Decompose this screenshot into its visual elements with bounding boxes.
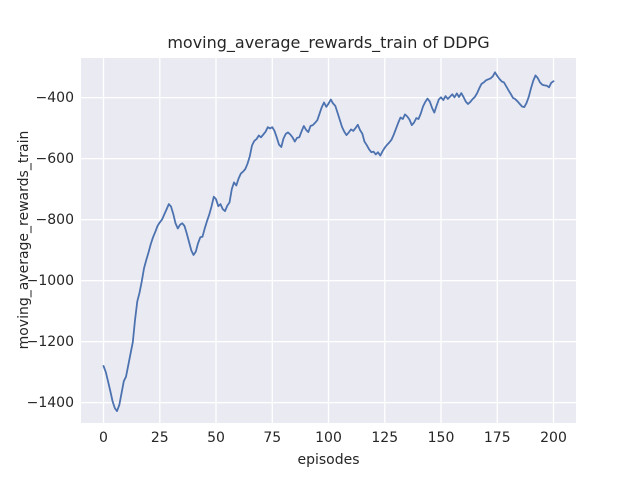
y-tick-label: −1400 (26, 394, 74, 411)
y-tick-label: −1000 (26, 272, 74, 289)
x-tick-label: 200 (540, 430, 567, 446)
x-tick-label: 175 (483, 430, 511, 446)
y-tick-label: −600 (35, 150, 74, 167)
chart-line-svg (81, 58, 576, 423)
chart-title: moving_average_rewards_train of DDPG (167, 33, 490, 52)
x-tick-label: 100 (315, 430, 342, 446)
y-tick-label: −800 (35, 211, 74, 228)
y-axis-label: moving_average_rewards_train (16, 130, 32, 350)
x-tick-label: 25 (150, 430, 169, 446)
y-tick-label: −400 (35, 89, 74, 106)
x-tick-label: 0 (99, 430, 108, 446)
reward-line-series (102, 71, 555, 413)
x-tick-label: 50 (207, 430, 225, 446)
x-axis-label: episodes (297, 452, 360, 468)
y-tick-label: −1200 (26, 333, 74, 350)
x-tick-label: 150 (427, 430, 455, 446)
plot-area (81, 58, 576, 423)
x-tick-label: 75 (263, 430, 282, 446)
x-tick-label: 125 (371, 430, 399, 446)
